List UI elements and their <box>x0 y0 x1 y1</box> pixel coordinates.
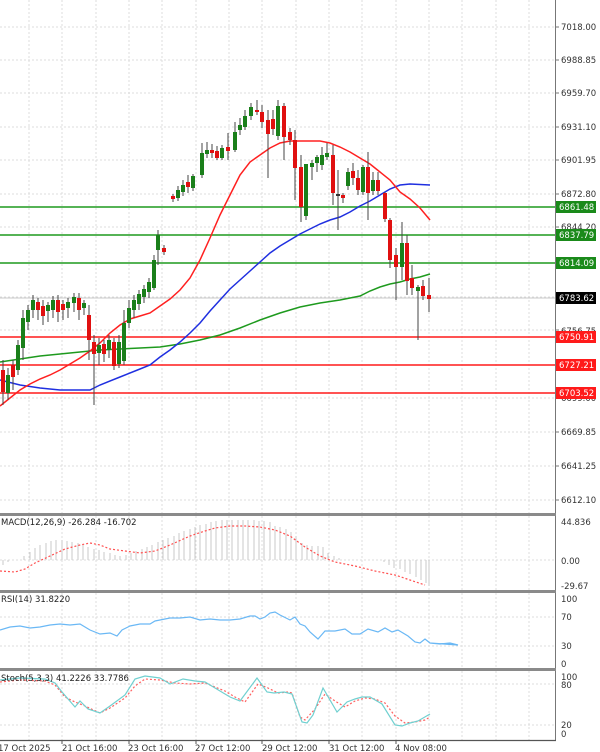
price-tick: 6872.80 <box>561 190 596 200</box>
macd-tick: -29.67 <box>561 582 588 592</box>
stoch-k-line <box>0 675 431 727</box>
candles[interactable] <box>1 100 431 405</box>
svg-text:6861.48: 6861.48 <box>559 203 594 213</box>
pane-separator[interactable] <box>0 590 556 593</box>
price-tick: 6901.95 <box>561 156 596 166</box>
current-price-tag: 6783.62 <box>556 292 596 304</box>
time-axis: 17 Oct 2025 21 Oct 16:00 23 Oct 16:00 27… <box>0 739 556 752</box>
price-tick: 6612.10 <box>561 496 596 506</box>
price-tick: 7018.00 <box>561 23 596 33</box>
pane-separator[interactable] <box>0 668 556 671</box>
rsi-tick: 100 <box>561 595 577 605</box>
macd-title: MACD(12,26,9) -26.284 -16.702 <box>1 518 137 528</box>
stoch-pane[interactable]: Stoch(5,3,3) 41.2226 33.7786 100 80 20 0 <box>0 671 577 741</box>
price-tick: 6988.85 <box>561 56 596 66</box>
stoch-d-line <box>0 678 431 724</box>
rsi-title: RSI(14) 31.8220 <box>1 595 70 605</box>
support-tag-1: 6750.91 <box>556 331 596 343</box>
stoch-tick: 0 <box>561 730 566 740</box>
svg-text:6703.52: 6703.52 <box>559 389 594 399</box>
rsi-line <box>0 611 459 646</box>
price-tick: 6959.70 <box>561 89 596 99</box>
macd-pane[interactable]: MACD(12,26,9) -26.284 -16.702 44.836 0.0… <box>0 516 591 592</box>
pane-separator[interactable] <box>0 513 556 516</box>
support-lines[interactable] <box>0 336 555 394</box>
ma-mid-line <box>0 183 431 391</box>
stoch-tick: 20 <box>561 721 572 731</box>
resistance-tag-1: 6861.48 <box>556 201 596 213</box>
macd-tick: 44.836 <box>561 518 591 528</box>
macd-signal-line <box>0 525 426 586</box>
rsi-tick: 0 <box>561 660 566 670</box>
time-tick: 17 Oct 2025 <box>0 744 51 752</box>
rsi-pane[interactable]: RSI(14) 31.8220 100 70 30 0 <box>0 593 577 670</box>
price-tick: 6844.20 <box>561 223 596 233</box>
resistance-tag-2: 6837.79 <box>556 229 596 241</box>
support-tag-3: 6703.52 <box>556 387 596 399</box>
ma-slow-line <box>0 273 431 363</box>
support-tag-2: 6727.21 <box>556 359 596 371</box>
stoch-title: Stoch(5,3,3) 41.2226 33.7786 <box>1 674 129 684</box>
svg-text:6727.21: 6727.21 <box>559 361 594 371</box>
price-pane[interactable]: 7018.00 6988.85 6959.70 6931.10 6901.95 … <box>0 0 596 513</box>
resistance-lines[interactable] <box>0 206 555 264</box>
rsi-tick: 30 <box>561 642 572 652</box>
time-tick: 4 Nov 08:00 <box>395 744 447 752</box>
svg-text:6837.79: 6837.79 <box>559 231 594 241</box>
macd-tick: 0.00 <box>561 557 580 567</box>
stoch-tick: 80 <box>561 681 572 691</box>
time-tick: 27 Oct 12:00 <box>195 744 250 752</box>
time-tick: 23 Oct 16:00 <box>128 744 183 752</box>
time-tick: 29 Oct 12:00 <box>262 744 317 752</box>
price-tick: 6931.10 <box>561 123 596 133</box>
rsi-tick: 70 <box>561 613 572 623</box>
price-tick: 6669.85 <box>561 428 596 438</box>
time-tick: 31 Oct 12:00 <box>329 744 384 752</box>
ma-fast-line <box>0 140 431 407</box>
svg-text:6783.62: 6783.62 <box>559 294 594 304</box>
stoch-tick: 100 <box>561 673 577 683</box>
price-tick: 6641.25 <box>561 462 596 472</box>
svg-text:6750.91: 6750.91 <box>559 333 594 343</box>
price-grid <box>0 0 555 513</box>
svg-text:6814.09: 6814.09 <box>559 259 594 269</box>
macd-histogram <box>2 520 430 586</box>
time-tick: 21 Oct 16:00 <box>62 744 117 752</box>
resistance-tag-3: 6814.09 <box>556 257 596 269</box>
